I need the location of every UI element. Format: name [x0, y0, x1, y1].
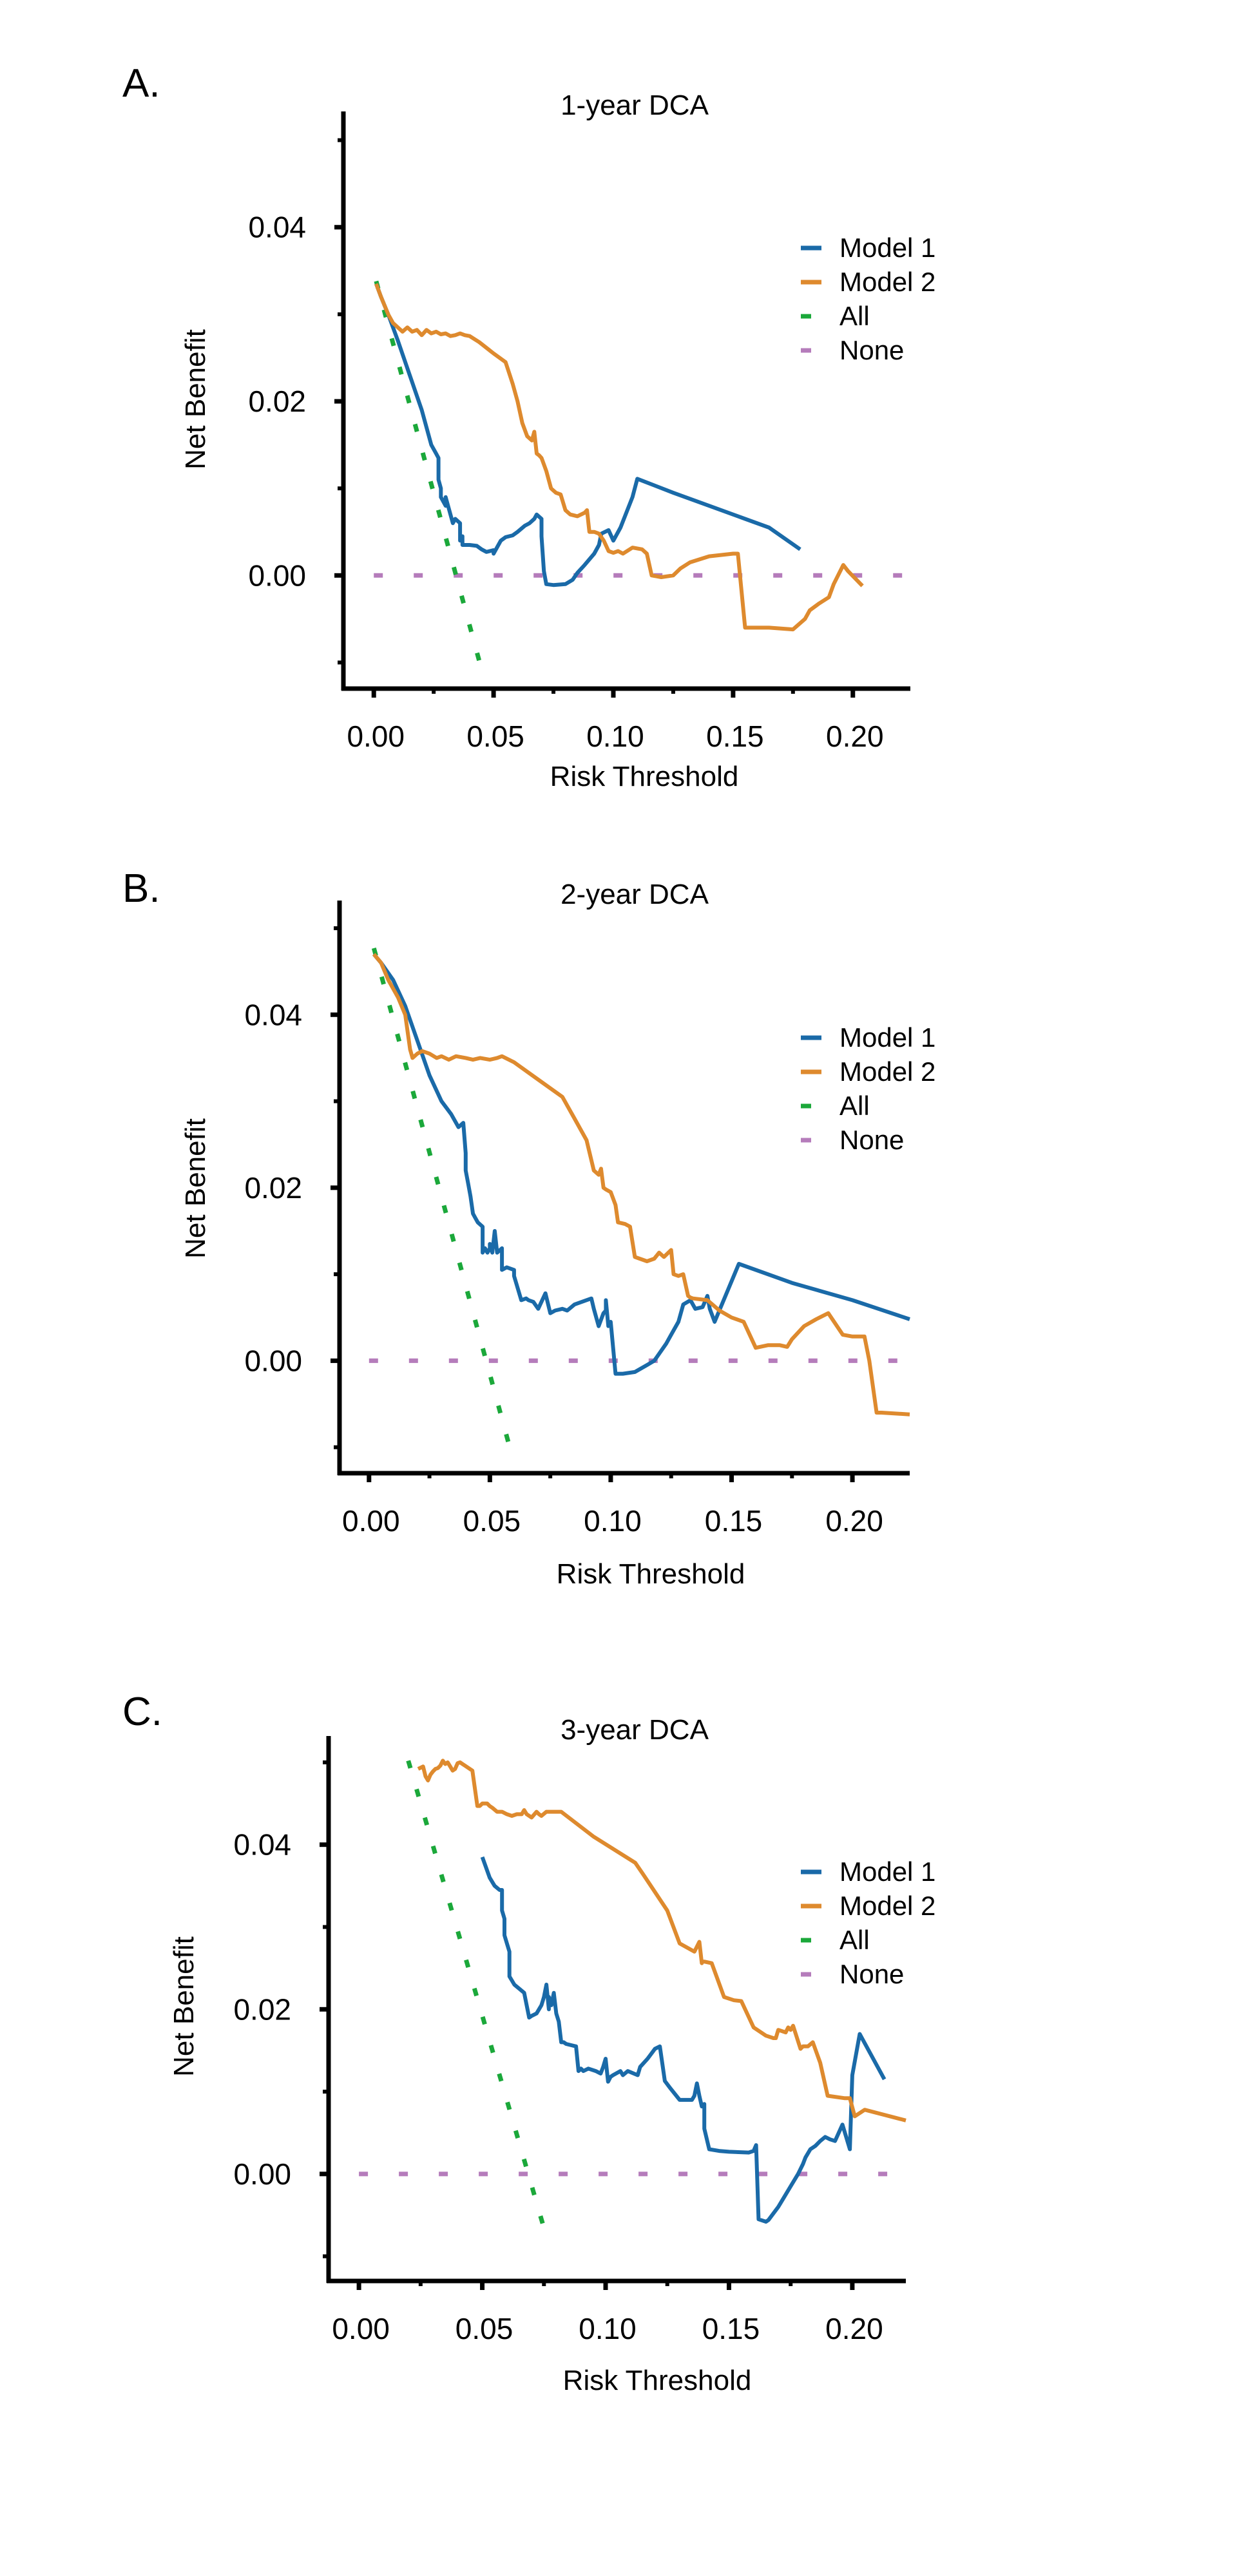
y-tick-label: 0.00	[233, 2157, 291, 2191]
x-tick-label: 0.10	[586, 720, 644, 753]
x-axis-label: Risk Threshold	[563, 2365, 752, 2396]
x-tick-label: 0.05	[463, 1504, 521, 1538]
panel-letter: C.	[122, 1690, 162, 1734]
legend-label: All	[839, 1925, 870, 1955]
x-tick-label: 0.00	[342, 1504, 400, 1538]
x-tick-label: 0.20	[825, 1504, 883, 1538]
legend-label: Model 2	[839, 267, 935, 297]
series-line-model-2	[417, 1759, 906, 2123]
series-line-all	[371, 947, 512, 1446]
series-line-model-2	[372, 953, 910, 1417]
y-axis-label: Net Benefit	[180, 1118, 211, 1259]
panel-a: A. 1-year DCA 0.00 0.05 0.10 0.15 0.20 0.00 0.02…	[122, 61, 935, 792]
x-axis-label: Risk Threshold	[550, 761, 739, 792]
y-tick-label: 0.04	[248, 211, 306, 244]
x-tick-label: 0.00	[332, 2312, 390, 2345]
y-tick-label: 0.00	[248, 558, 306, 592]
series-line-model-2	[374, 283, 864, 632]
panel-letter: A.	[122, 61, 160, 106]
y-tick-label: 0.02	[248, 385, 306, 418]
y-axis-label: Net Benefit	[168, 1936, 200, 2077]
legend-label: Model 1	[839, 1022, 935, 1053]
legend-label: Model 2	[839, 1056, 935, 1087]
y-axis-label: Net Benefit	[180, 329, 211, 470]
legend-label: Model 1	[839, 233, 935, 263]
series-line-model-1	[480, 1856, 887, 2224]
legend-label: None	[839, 335, 904, 365]
x-axis-label: Risk Threshold	[557, 1558, 745, 1590]
x-tick-label: 0.15	[705, 1504, 763, 1538]
panel-letter: B.	[122, 866, 160, 911]
legend-label: All	[839, 1091, 870, 1121]
chart-title: 2-year DCA	[561, 879, 709, 910]
x-tick-label: 0.05	[455, 2312, 513, 2345]
y-tick-label: 0.00	[244, 1344, 302, 1377]
x-tick-label: 0.05	[466, 720, 524, 753]
series-line-model-1	[374, 283, 801, 587]
chart-title: 1-year DCA	[561, 90, 709, 121]
panel-b: B. 2-year DCA 0.00 0.05 0.10 0.15 0.20 0.00 0.02…	[122, 866, 935, 1590]
x-tick-label: 0.10	[579, 2312, 637, 2345]
y-tick-label: 0.02	[244, 1171, 302, 1205]
legend-label: None	[839, 1125, 904, 1155]
legend-label: Model 1	[839, 1856, 935, 1887]
y-tick-label: 0.04	[244, 998, 302, 1031]
legend-label: All	[839, 301, 870, 331]
x-tick-label: 0.10	[584, 1504, 642, 1538]
y-tick-label: 0.04	[233, 1828, 291, 1862]
y-tick-label: 0.02	[233, 1992, 291, 2026]
x-tick-label: 0.00	[347, 720, 405, 753]
legend-label: None	[839, 1959, 904, 1989]
x-tick-label: 0.20	[826, 720, 884, 753]
x-tick-label: 0.15	[702, 2312, 760, 2345]
x-tick-label: 0.15	[706, 720, 764, 753]
series-line-all	[374, 280, 482, 662]
chart-title: 3-year DCA	[561, 1714, 709, 1746]
legend-label: Model 2	[839, 1891, 935, 1921]
panel-c: C. 3-year DCA 0.00 0.05 0.10 0.15 0.20 0.00 0.02…	[122, 1690, 935, 2396]
series-line-model-1	[372, 953, 910, 1376]
x-tick-label: 0.20	[825, 2312, 883, 2345]
